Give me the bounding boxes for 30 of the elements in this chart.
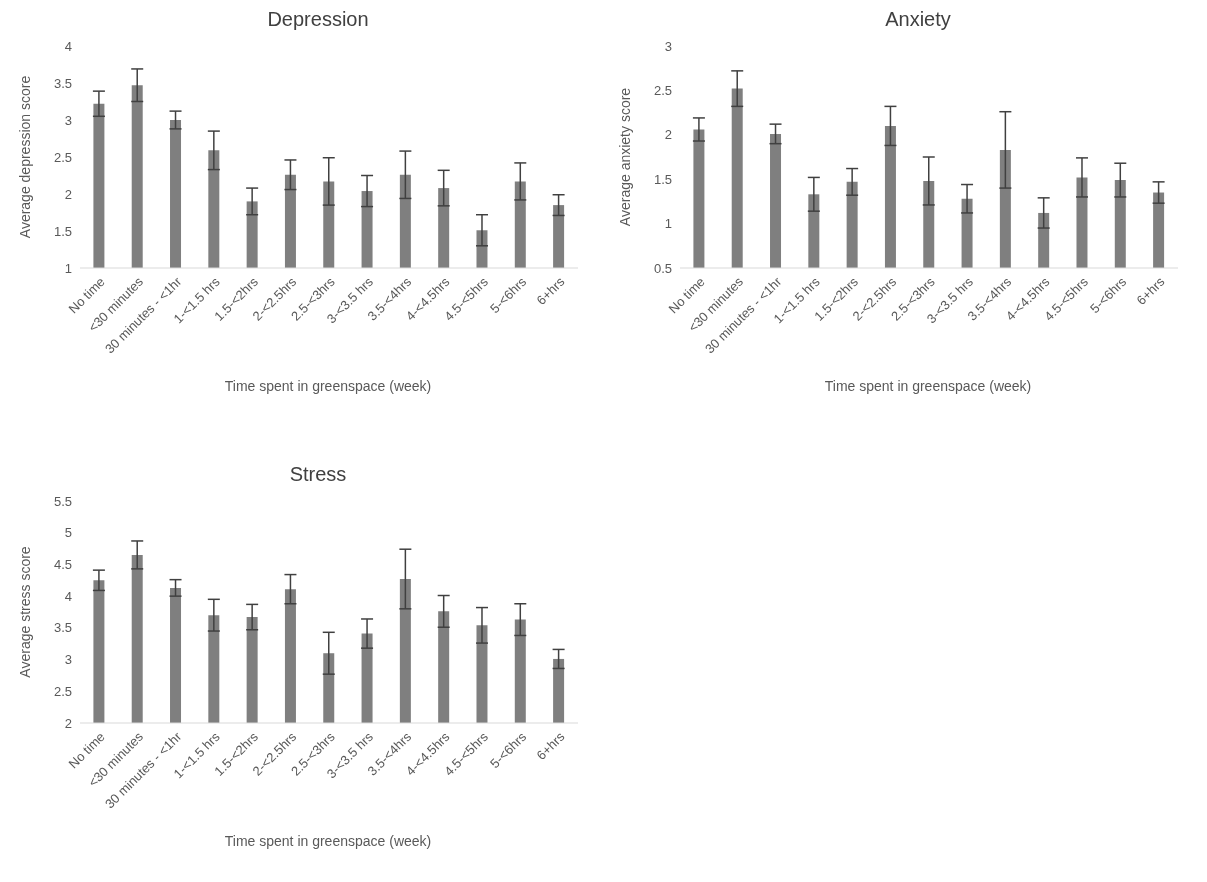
y-tick-label: 2 [664, 127, 672, 143]
y-tick-label: 3 [64, 112, 72, 128]
y-tick-label: 1 [64, 260, 72, 276]
y-tick-label: 2.5 [653, 83, 672, 99]
y-tick-label: 5 [64, 525, 72, 541]
y-axis-title: Average stress score [16, 546, 33, 678]
x-axis-title: Time spent in greenspace (week) [223, 378, 433, 394]
x-axis-title: Time spent in greenspace (week) [823, 378, 1033, 394]
y-tick-label: 2.5 [53, 683, 72, 699]
y-axis-title: Average anxiety score [616, 87, 633, 227]
y-tick-label: 2 [64, 186, 72, 202]
chart-title: Anxiety [884, 8, 952, 32]
y-tick-label: 3.5 [53, 620, 72, 636]
y-tick-label: 3 [64, 652, 72, 668]
y-tick-label: 2.5 [53, 149, 72, 165]
y-tick-label: 0.5 [653, 260, 672, 276]
y-tick-label: 3 [664, 38, 672, 54]
y-axis-title: Average depression score [16, 75, 33, 239]
chart-title: Stress [288, 463, 348, 487]
y-tick-label: 3.5 [53, 75, 72, 91]
y-tick-label: 1.5 [53, 223, 72, 239]
y-tick-label: 4 [64, 588, 72, 604]
y-tick-label: 4.5 [53, 557, 72, 573]
y-tick-label: 2 [64, 715, 72, 731]
y-tick-label: 4 [64, 38, 72, 54]
chart-title: Depression [266, 8, 370, 32]
x-axis-title: Time spent in greenspace (week) [223, 833, 433, 849]
y-tick-label: 1.5 [653, 171, 672, 187]
y-tick-label: 5.5 [53, 493, 72, 509]
y-tick-label: 1 [664, 216, 672, 232]
